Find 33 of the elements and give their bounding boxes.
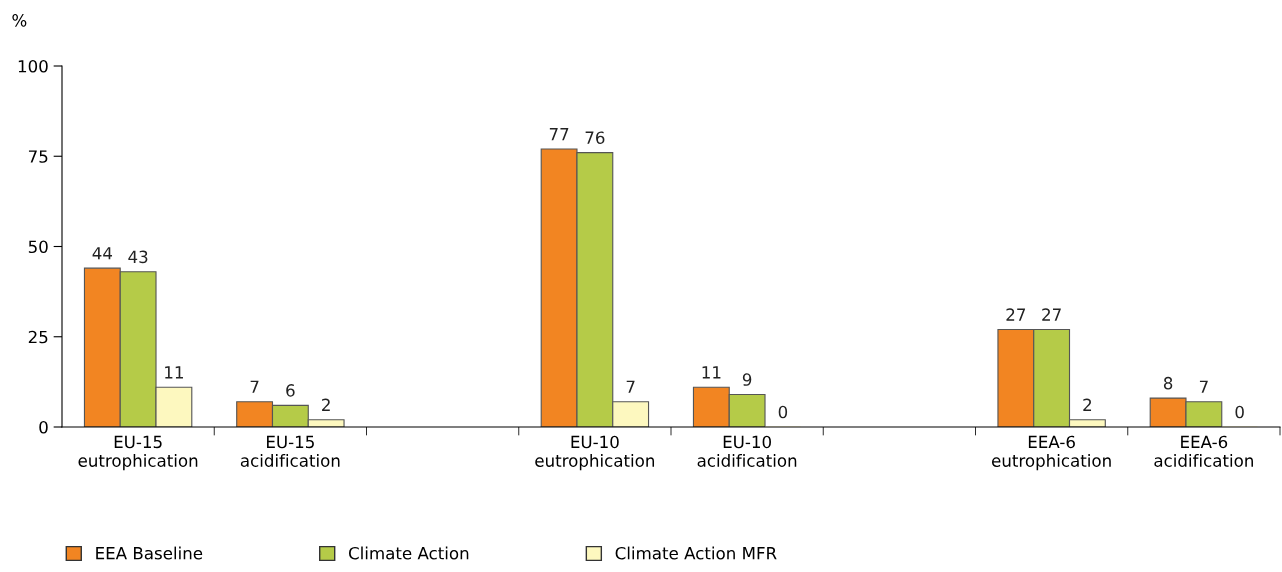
data-label: 8 [1163, 376, 1173, 390]
x-tick-label: EU-15 acidification [240, 435, 340, 467]
data-label: 0 [1235, 405, 1244, 419]
data-label: 7 [250, 380, 259, 393]
y-tick-label: 25 [28, 330, 48, 344]
x-tick-label: EU-15 eutrophication [78, 435, 198, 471]
data-label: 43 [128, 250, 148, 264]
data-label: 27 [1042, 308, 1061, 321]
data-label: 77 [549, 128, 569, 141]
y-tick-label: 75 [28, 150, 48, 163]
data-label: 0 [778, 405, 788, 419]
x-tick-label: EEA-6 eutrophication [991, 435, 1111, 471]
data-label: 27 [1006, 308, 1026, 321]
data-label: 2 [322, 398, 330, 411]
legend-label: EEA Baseline [96, 546, 203, 560]
y-tick-label: 50 [28, 240, 48, 254]
legend-label: Climate Action [348, 546, 469, 560]
legend-label: Climate Action MFR [615, 546, 777, 560]
y-tick-label: 0 [39, 420, 48, 434]
data-label: 7 [626, 380, 635, 393]
x-tick-label: EU-10 acidification [697, 435, 797, 467]
data-label: 11 [702, 366, 721, 379]
x-tick-label: EU-10 eutrophication [535, 435, 655, 471]
y-axis-title: % [12, 14, 27, 27]
data-label: 2 [1083, 398, 1092, 411]
data-label: 6 [286, 384, 295, 397]
data-label: 7 [1199, 380, 1208, 393]
y-tick-label: 100 [18, 59, 48, 73]
data-label: 11 [165, 366, 183, 379]
data-label: 44 [92, 247, 113, 260]
x-tick-label: EEA-6 acidification [1154, 435, 1253, 467]
data-label: 9 [742, 373, 752, 386]
data-label: 76 [585, 131, 605, 144]
